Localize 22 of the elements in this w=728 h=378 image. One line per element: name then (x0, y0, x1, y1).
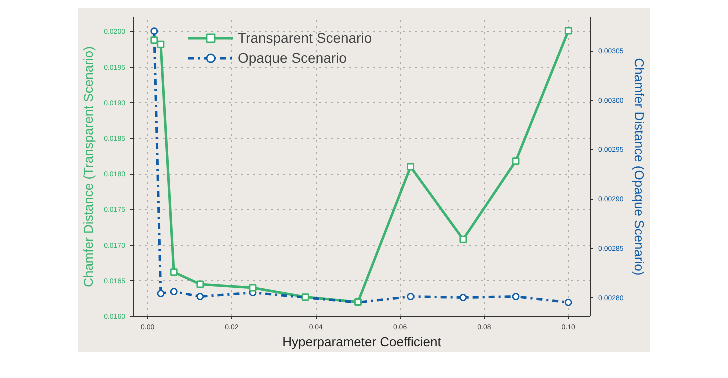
point (460, 294, 468, 302)
legend-label: Opaque Scenario (238, 50, 347, 66)
y-axis-title: Chamfer Distance (Transparent Scenario) (81, 46, 96, 288)
point (150, 36, 158, 44)
y2-axis-title: Chamfer Distance (Opaque Scenario) (632, 58, 647, 276)
legend-label: Transparent Scenario (238, 30, 372, 46)
point (512, 158, 520, 166)
point (407, 163, 415, 171)
x-axis-title: Hyperparameter Coefficient (282, 334, 442, 350)
point (157, 290, 165, 298)
point (460, 236, 468, 244)
point (407, 293, 415, 300)
point (157, 40, 165, 48)
point (564, 298, 572, 306)
point (170, 288, 178, 296)
point (170, 268, 178, 276)
point (564, 27, 572, 35)
point (512, 293, 520, 300)
point (150, 28, 158, 36)
point (196, 280, 204, 288)
point (249, 284, 257, 292)
point (196, 293, 204, 300)
